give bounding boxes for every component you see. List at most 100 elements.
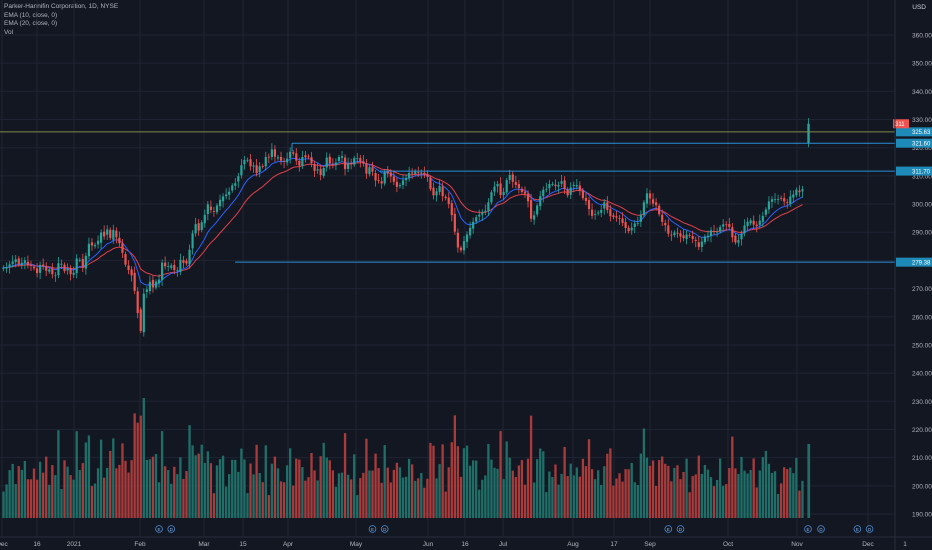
candle: [499, 183, 502, 196]
volume-bar: [167, 470, 170, 518]
volume-bar: [499, 431, 502, 518]
volume-bar: [548, 471, 551, 518]
volume-bar: [54, 475, 57, 518]
volume-bar: [304, 480, 307, 518]
volume-bar: [157, 482, 161, 518]
candle: [270, 149, 273, 158]
candle: [801, 189, 804, 192]
y-tick-label: 260.00: [912, 314, 932, 321]
candle: [749, 220, 752, 224]
volume-bar: [17, 466, 20, 518]
volume-bar: [255, 444, 258, 518]
volume-bar: [578, 476, 582, 518]
candle: [337, 157, 341, 161]
candle: [444, 196, 447, 199]
volume-bar: [5, 484, 8, 518]
candle: [72, 272, 75, 275]
volume-bar: [14, 484, 17, 518]
candle: [481, 212, 484, 215]
dividend-icon[interactable]: [865, 525, 874, 533]
volume-bar: [63, 460, 66, 518]
candle: [273, 149, 277, 157]
candle: [664, 222, 667, 226]
legend-ema10: EMA (10, close, 0): [4, 11, 58, 19]
volume-bar: [505, 441, 508, 518]
x-tick-label: 2021: [67, 541, 82, 548]
candle: [600, 209, 603, 213]
candle: [322, 167, 325, 176]
candle: [423, 172, 426, 175]
volume-bar: [758, 470, 761, 518]
candle: [615, 216, 618, 218]
volume-bar: [307, 477, 310, 518]
candle: [740, 233, 743, 240]
candle: [237, 176, 240, 182]
candle: [545, 188, 548, 190]
earnings-icon[interactable]: [804, 525, 812, 533]
candle: [276, 157, 280, 159]
candle: [295, 153, 298, 161]
earnings-icon[interactable]: [155, 525, 163, 533]
candle: [78, 259, 81, 261]
legend-title: Parker-Hannifin Corporation, 1D, NYSE: [4, 3, 119, 10]
price-tag: [896, 257, 932, 267]
earnings-icon[interactable]: [368, 525, 377, 533]
volume-bar: [289, 448, 292, 518]
candle: [667, 225, 670, 234]
candle: [11, 261, 14, 265]
volume-bar: [801, 480, 804, 518]
candle: [164, 262, 167, 267]
volume-bar: [84, 442, 88, 518]
x-tick-label: Apr: [283, 541, 294, 548]
volume-bar: [481, 479, 484, 518]
volume-bar: [133, 413, 136, 518]
x-tick-label: 17: [610, 541, 618, 548]
candle: [737, 240, 740, 243]
dividend-icon[interactable]: [817, 525, 825, 533]
candle: [130, 269, 133, 276]
volume-bar: [566, 476, 569, 518]
earnings-icon[interactable]: [664, 525, 673, 533]
volume-bar: [606, 453, 609, 518]
volume-bar: [429, 442, 432, 518]
volume-bar: [90, 486, 94, 518]
candle: [310, 157, 313, 163]
candle: [435, 191, 438, 196]
candle: [462, 241, 466, 251]
y-tick-label: 190.00: [912, 512, 932, 519]
volume-bar: [188, 425, 191, 518]
volume-bar: [200, 444, 203, 518]
candle: [761, 215, 764, 222]
candle: [377, 180, 380, 181]
candle: [249, 159, 252, 167]
volume-bar: [490, 459, 493, 518]
candle: [706, 235, 710, 238]
candle: [767, 201, 771, 210]
candle: [694, 239, 697, 241]
volume-bar: [508, 457, 511, 518]
candle: [505, 180, 508, 193]
volume-bar: [389, 482, 392, 518]
candle: [304, 155, 307, 158]
volume-bar: [325, 457, 328, 518]
volume-bar: [57, 430, 60, 518]
volume-bar: [789, 467, 792, 518]
volume-bar: [218, 459, 222, 518]
volume-bar: [667, 465, 670, 518]
volume-bar: [682, 472, 685, 518]
candle: [109, 229, 112, 238]
dividend-icon[interactable]: [380, 525, 389, 533]
dividend-icon[interactable]: [167, 525, 176, 533]
volume-bar: [645, 457, 649, 518]
volume-bar: [322, 442, 325, 518]
volume-bar: [72, 479, 75, 518]
dividend-icon[interactable]: [676, 525, 685, 533]
dividend-icon-label: D: [383, 527, 387, 532]
dividend-icon-label: D: [170, 527, 174, 532]
candle: [581, 190, 585, 199]
candle: [246, 159, 249, 161]
earnings-icon[interactable]: [853, 525, 862, 533]
volume-bar: [761, 457, 764, 518]
candle: [712, 231, 716, 232]
